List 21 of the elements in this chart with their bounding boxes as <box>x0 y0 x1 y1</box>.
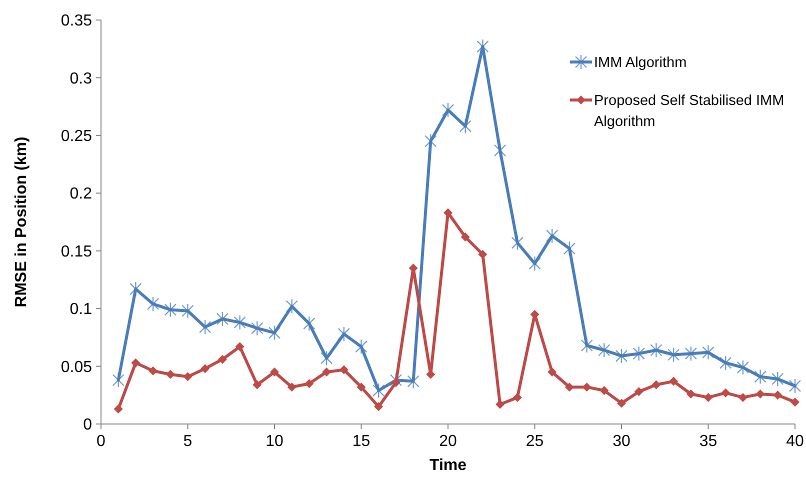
x-tick-label: 0 <box>96 433 106 450</box>
x-tick-label: 20 <box>439 433 457 450</box>
y-tick-label: 0.2 <box>70 186 92 203</box>
x-axis-title: Time <box>429 457 467 474</box>
x-tick-label: 15 <box>352 433 370 450</box>
y-tick-label: 0.25 <box>60 128 92 146</box>
x-tick-label: 30 <box>612 433 630 450</box>
y-axis-title: RMSE in Position (km) <box>13 136 30 308</box>
legend-label: Proposed Self Stabilised IMM Algorithm <box>594 93 784 130</box>
y-tick-label: 0 <box>83 416 92 434</box>
x-tick-label: 40 <box>786 433 804 450</box>
x-tick-label: 5 <box>183 433 192 450</box>
x-tick-label: 25 <box>526 433 544 450</box>
x-tick-label: 10 <box>266 433 284 450</box>
y-tick-label: 0.05 <box>60 358 92 376</box>
y-tick-label: 0.1 <box>70 301 92 318</box>
y-tick-label: 0.3 <box>70 70 92 88</box>
y-tick-label: 0.35 <box>60 12 92 30</box>
y-tick-label: 0.15 <box>60 243 92 260</box>
legend-label: IMM Algorithm <box>594 55 687 72</box>
x-tick-label: 35 <box>699 433 718 450</box>
